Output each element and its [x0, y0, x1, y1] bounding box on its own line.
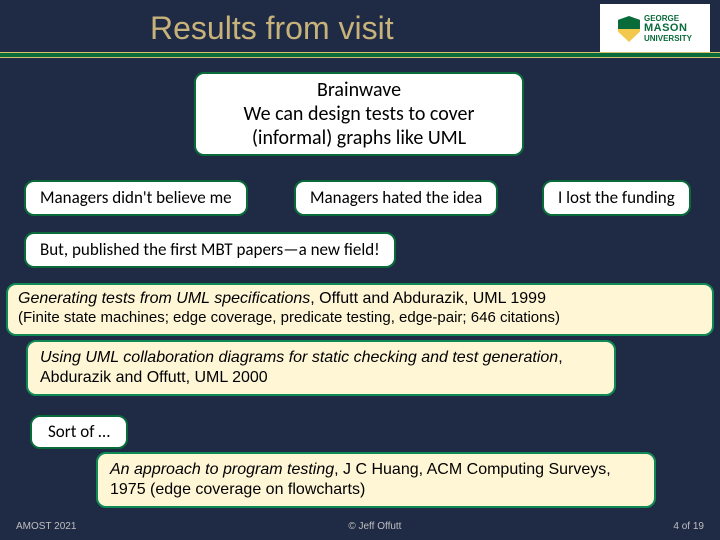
mbt-papers-box: But, published the first MBT papers—a ne…	[24, 232, 396, 268]
logo-text: GEORGE MASON UNIVERSITY	[644, 15, 692, 43]
managers-hate-box: Managers hated the idea	[294, 180, 498, 216]
footer-center: © Jeff Offutt	[348, 521, 401, 532]
sortof-box: Sort of …	[30, 415, 128, 449]
university-logo: GEORGE MASON UNIVERSITY	[600, 4, 710, 54]
slide-footer: AMOST 2021 © Jeff Offutt 4 of 19	[0, 521, 720, 532]
gen99-sub: (Finite state machines; edge coverage, p…	[18, 309, 702, 328]
footer-left: AMOST 2021	[16, 521, 76, 532]
logo-line3: UNIVERSITY	[644, 35, 692, 43]
slide-title: Results from visit	[150, 10, 394, 47]
brainwave-box: Brainwave We can design tests to cover (…	[194, 72, 524, 156]
slide-header: Results from visit GEORGE MASON UNIVERSI…	[0, 0, 720, 58]
footer-right: 4 of 19	[673, 521, 704, 532]
uml2000-box: Using UML collaboration diagrams for sta…	[26, 340, 616, 396]
lost-funding-box: I lost the funding	[542, 180, 691, 216]
gen99-title: Generating tests from UML specifications	[18, 290, 310, 307]
shield-icon	[618, 16, 640, 42]
brainwave-line1: Brainwave	[208, 78, 510, 102]
huang-title: An approach to program testing	[110, 461, 334, 478]
uml2000-title: Using UML collaboration diagrams for sta…	[40, 349, 558, 366]
managers-no-box: Managers didn't believe me	[24, 180, 248, 216]
huang-box: An approach to program testing, J C Huan…	[96, 452, 656, 508]
header-rule	[0, 52, 720, 58]
gen99-authors: , Offutt and Abdurazik, UML 1999	[310, 290, 546, 307]
brainwave-line2: We can design tests to cover	[208, 102, 510, 126]
gen99-box: Generating tests from UML specifications…	[6, 283, 714, 336]
brainwave-line3: (informal) graphs like UML	[208, 126, 510, 150]
